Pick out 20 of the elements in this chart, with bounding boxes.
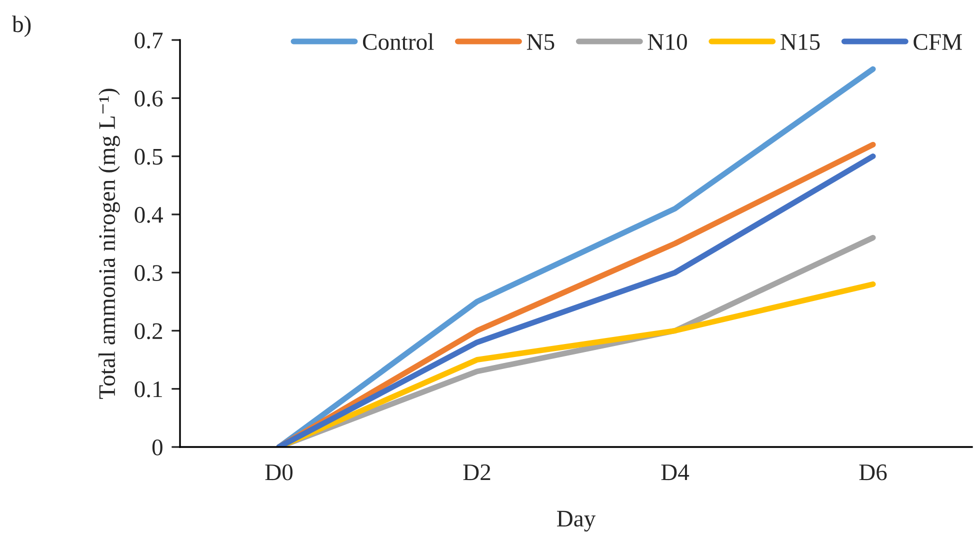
legend-label: CFM <box>914 34 962 50</box>
text: b) <box>12 16 31 38</box>
x-tick-label: D4 <box>661 464 690 480</box>
y-tick-label: 0.5 <box>134 148 162 165</box>
y-tick-label: 0.1 <box>134 381 162 398</box>
x-tick-label: D2 <box>463 464 490 480</box>
y-tick-label: 0.3 <box>134 265 162 282</box>
y-tick-label: 0.2 <box>134 323 162 340</box>
x-tick-label: D6 <box>859 464 887 480</box>
legend-label: Control <box>362 33 434 50</box>
y-tick-label: 0.4 <box>134 206 163 223</box>
x-tick-label: D0 <box>265 464 293 480</box>
y-axis-title: Total ammonia nirogen (mg L⁻¹) <box>98 88 120 399</box>
y-tick-label: 0.7 <box>134 32 163 49</box>
legend-label: N15 <box>780 34 820 50</box>
legend-label: N5 <box>526 34 554 50</box>
x-axis-title: Day <box>557 510 596 532</box>
y-tick-label: 0.6 <box>134 90 163 107</box>
y-tick-label: 0 <box>152 439 162 456</box>
legend-label: N10 <box>648 34 687 50</box>
